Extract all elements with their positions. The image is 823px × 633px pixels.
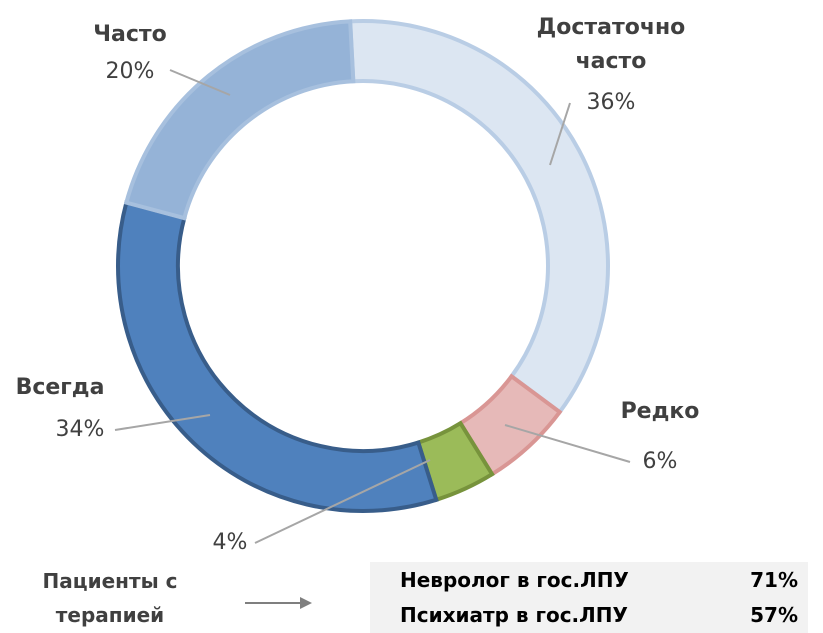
leader-line xyxy=(504,424,631,463)
cell: Психиатр в гос.ЛПУ xyxy=(400,603,628,627)
leader-line xyxy=(114,414,211,431)
table: Невролог в гос.ЛПУ 71% Психиатр в гос.ЛПУ… xyxy=(370,562,808,633)
cell: 71% xyxy=(750,568,798,592)
segment-name: Часто xyxy=(93,22,167,47)
table-row: Психиатр в гос.ЛПУ 57% xyxy=(370,599,808,633)
arrow-head xyxy=(300,597,312,609)
segment-name: Достаточно часто xyxy=(536,15,686,74)
segment-name: Всегда xyxy=(15,375,105,400)
donut-segment xyxy=(116,200,439,513)
cell: 57% xyxy=(750,603,798,627)
segment-name: Редко xyxy=(620,399,700,424)
value-label: 4% xyxy=(212,530,248,555)
donut-segment xyxy=(123,19,356,221)
donut-segment xyxy=(348,19,610,415)
leader-line xyxy=(254,459,431,544)
cell: Невролог в гос.ЛПУ xyxy=(400,568,629,592)
value-label: 20% xyxy=(105,59,155,84)
note: Пациенты с терапией xyxy=(42,569,178,627)
table-row: Невролог в гос.ЛПУ 71% xyxy=(370,564,808,599)
value-label: 36% xyxy=(586,90,636,115)
leader-line xyxy=(169,69,231,96)
value-label: 6% xyxy=(642,449,678,474)
value-label: 34% xyxy=(55,417,105,442)
leader-line xyxy=(549,102,571,166)
